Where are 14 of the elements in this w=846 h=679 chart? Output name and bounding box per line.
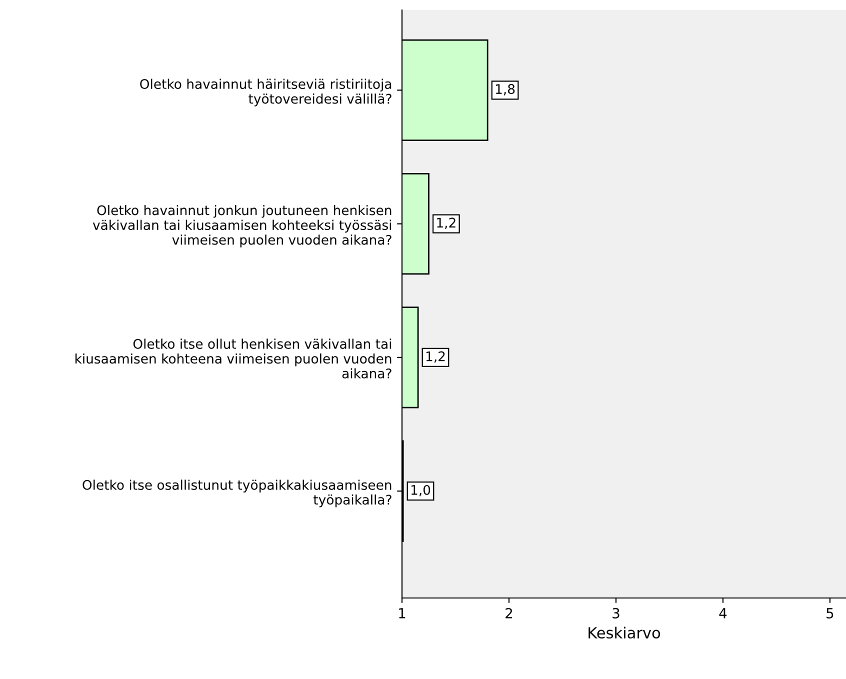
y-tick-label: Oletko havainnut häiritseviä ristiriitoja työtovereidesi välillä?	[140, 78, 392, 106]
x-tick-label: 2	[506, 608, 512, 618]
x-tick-label: 1	[399, 608, 406, 618]
x-tick-label: 3	[612, 608, 620, 618]
data-label: 1,2	[437, 218, 456, 229]
data-label: 1,8	[496, 84, 515, 96]
y-tick-label: Oletko havainnut jonkun joutuneen henkisen väkivallan tai kiusaamisen kohteeksi työssäsi viimeisen puolen vuoden aikana?	[92, 205, 392, 248]
y-tick-label: Oletko itse ollut henkisen väkivallan tai kiusaamisen kohteena viimeisen puolen vuoden aikana?	[75, 338, 392, 378]
x-tick-label: 5	[826, 608, 834, 618]
x-axis-title: Keskiarvo	[588, 626, 660, 639]
x-tick-label: 4	[719, 608, 727, 618]
y-tick-label: Oletko itse osallistunut työpaikkakiusaamiseen työpaikalla?	[82, 480, 392, 508]
data-label: 1,0	[411, 484, 430, 496]
data-label: 1,2	[426, 351, 445, 363]
